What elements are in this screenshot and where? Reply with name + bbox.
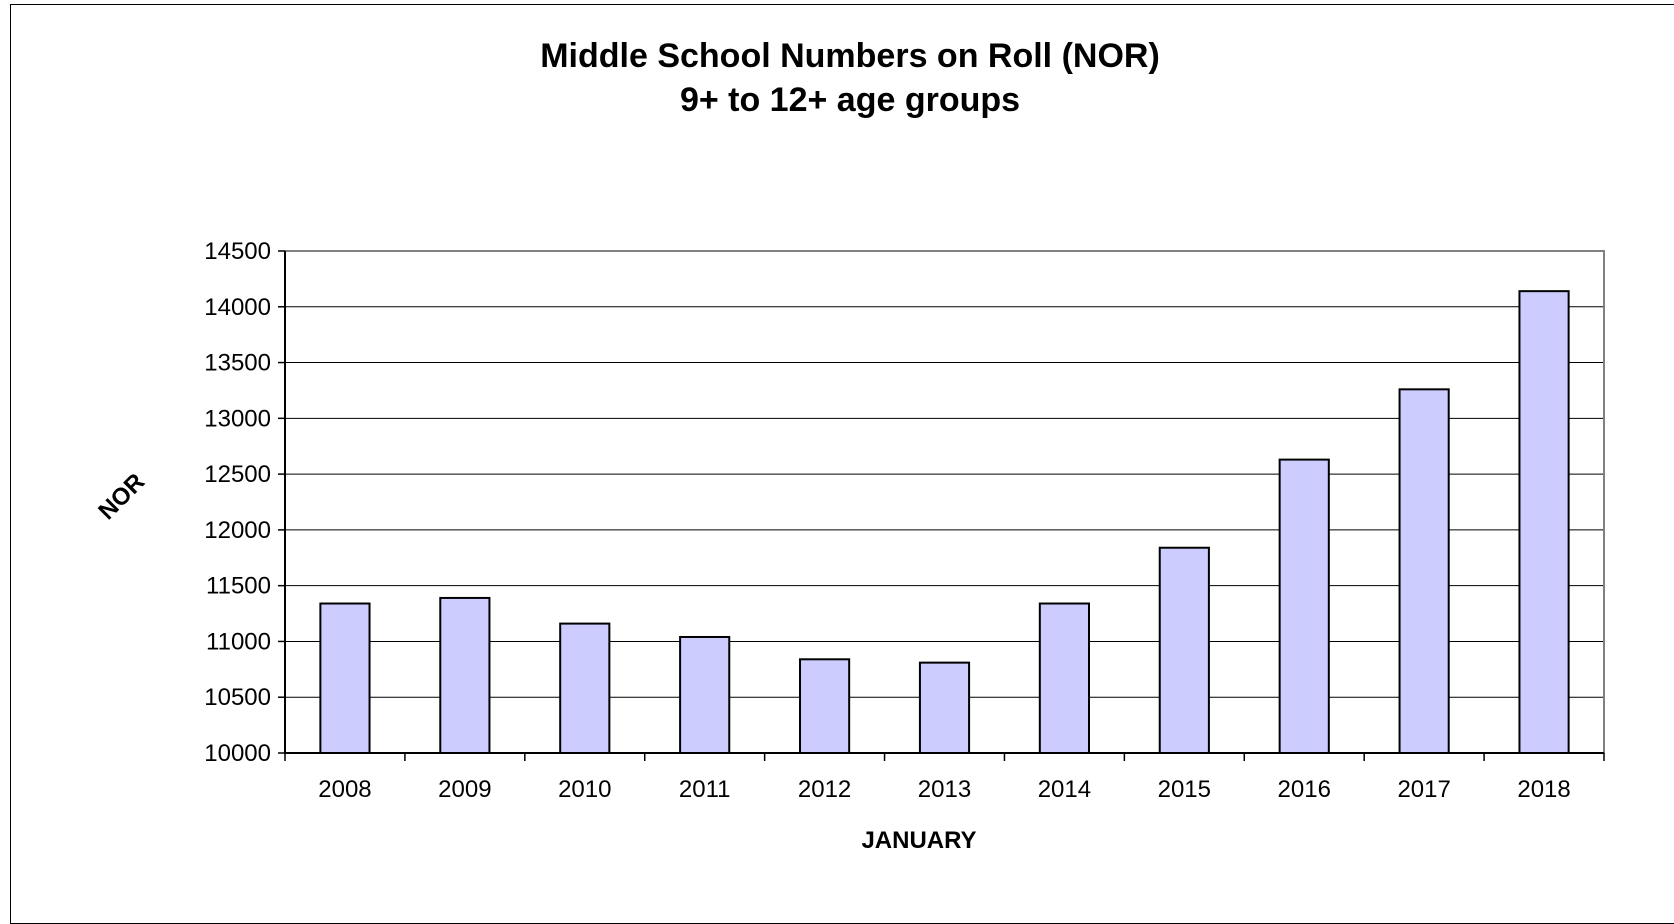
x-tick-label: 2017 <box>1397 776 1450 803</box>
y-tick-label: 10500 <box>204 684 271 711</box>
bars <box>319 290 1570 755</box>
x-tick-label: 2014 <box>1038 776 1091 803</box>
bar <box>319 602 371 755</box>
x-tick-labels: 2008 2009 2010 2011 2012 2013 2014 2015 2016 2017… <box>318 776 1570 803</box>
bar <box>439 596 491 755</box>
bar <box>1518 290 1570 754</box>
bar <box>559 622 611 755</box>
bar-chart: Middle School Numbers on Roll (NOR) 9+ t… <box>93 37 1605 854</box>
x-axis-title: JANUARY <box>861 827 976 854</box>
y-tick-label: 11500 <box>206 573 271 600</box>
x-tick-label: 2015 <box>1158 776 1211 803</box>
x-tick-label: 2010 <box>558 776 611 803</box>
y-tick-label: 14500 <box>204 238 271 265</box>
x-tick-label: 2018 <box>1517 776 1570 803</box>
axes <box>278 250 1605 761</box>
bar <box>918 661 971 755</box>
y-tick-labels: 10000 10500 11000 11500 12000 12500 13000 13500… <box>204 238 271 767</box>
x-tick-label: 2009 <box>438 776 491 803</box>
bar <box>1398 388 1450 754</box>
x-tick-label: 2008 <box>318 776 371 803</box>
x-tick-label: 2013 <box>918 776 971 803</box>
y-tick-label: 13000 <box>204 405 271 432</box>
x-tick-label: 2012 <box>798 776 851 803</box>
chart-subtitle: 9+ to 12+ age groups <box>680 81 1020 119</box>
y-tick-label: 14000 <box>204 294 271 321</box>
x-tick-label: 2016 <box>1278 776 1331 803</box>
bar <box>1038 602 1090 755</box>
bar <box>679 635 731 755</box>
x-tick-label: 2011 <box>679 776 731 803</box>
bar <box>1278 458 1330 754</box>
y-tick-label: 12500 <box>204 461 271 488</box>
bar <box>1158 546 1210 755</box>
y-axis-title: NOR <box>93 468 150 525</box>
y-tick-label: 13500 <box>204 350 271 377</box>
y-tick-label: 10000 <box>204 740 271 767</box>
y-tick-label: 11000 <box>206 628 271 655</box>
chart-title: Middle School Numbers on Roll (NOR) <box>540 37 1160 75</box>
chart-frame <box>10 4 1674 924</box>
y-tick-label: 12000 <box>204 517 271 544</box>
bar <box>799 658 851 754</box>
